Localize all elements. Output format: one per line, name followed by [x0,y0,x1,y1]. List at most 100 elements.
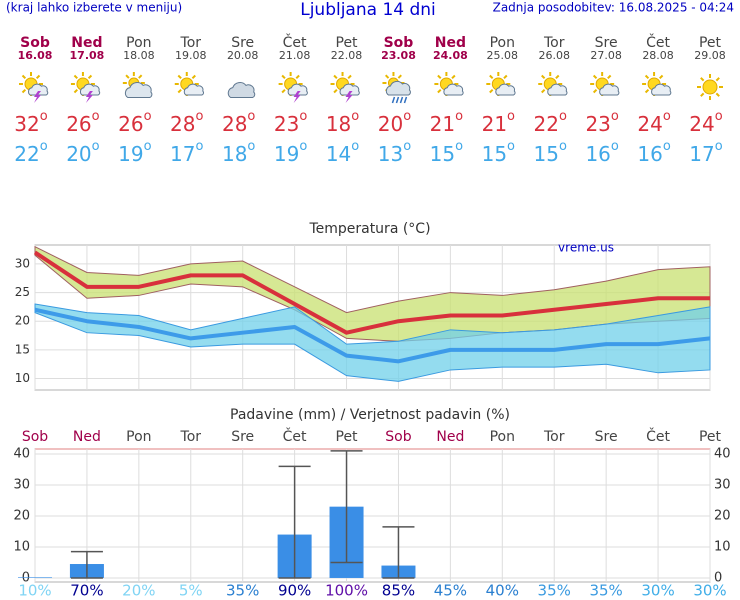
temp-value: 24 [689,112,714,136]
temp-unit: o [403,139,411,154]
temp-unit: o [663,109,671,124]
x-tick-label: Pet [699,429,722,445]
spacer [0,170,740,215]
y2-tick-label: 0 [714,570,722,585]
cloud [385,80,411,96]
temp-unit: o [92,139,100,154]
temp-value: 23 [585,112,610,136]
temp-unit: o [351,109,359,124]
day-name: Sob [384,35,414,51]
sun-ray [451,74,456,80]
temp-value: 20 [66,142,91,166]
temp-unit: o [299,139,307,154]
temp-max: 23o [585,109,618,136]
temp-unit: o [299,109,307,124]
y-tick-label: 20 [15,314,30,328]
day-date: 17.08 [70,49,105,62]
probability-label: 35% [226,582,259,600]
day-date: 23.08 [381,49,416,62]
cloud [227,82,256,98]
y-tick-label: 30 [13,477,30,492]
temp-unit: o [507,139,515,154]
day-name: Sre [231,35,254,51]
x-tick-label: Čet [646,427,670,445]
sun [702,79,718,95]
temp-max: 21o [430,109,463,136]
weather-icon [330,72,360,103]
temp-min: 17o [170,139,203,166]
sun-ray [333,88,338,94]
x-tick-label: Ned [436,429,464,445]
temp-value: 13 [378,142,403,166]
temp-max: 20o [378,109,411,136]
day-name: Sob [20,35,50,51]
temp-unit: o [611,139,619,154]
temp-value: 16 [637,142,662,166]
temp-min: 20o [66,139,99,166]
temp-value: 21 [482,112,507,136]
weather-icon [642,72,672,96]
temp-unit: o [144,109,152,124]
sun-ray [644,74,650,80]
sun-ray [21,88,27,94]
day-name: Ned [435,35,466,51]
temp-value: 28 [170,112,195,136]
y-tick-label: 10 [13,539,30,554]
temp-value: 22 [534,112,559,136]
temp-min: 15o [534,139,567,166]
x-tick-label: Sre [595,429,618,445]
sun-ray [555,74,560,80]
sun-ray [541,74,546,80]
sun-ray [659,74,664,80]
weather-icon [697,74,723,100]
temp-value: 18 [326,112,351,136]
temp-min: 15o [482,139,515,166]
day-name: Pon [126,35,151,51]
probability-label: 10% [18,582,51,600]
cloud [28,83,49,96]
sun-ray [437,88,442,94]
sun-ray [281,88,286,94]
y2-tick-label: 40 [714,446,731,461]
weather-icon [434,72,464,96]
menu-note: (kraj lahko izberete v meniju) [6,1,182,15]
temp-max: 21o [482,109,515,136]
temp-min: 14o [326,139,359,166]
x-tick-label: Tor [543,429,565,445]
sun-ray [592,88,598,94]
sun-ray [35,74,41,80]
sun-ray [715,77,720,82]
sun-ray [281,74,286,80]
temp-max: 28o [170,109,203,136]
day-date: 27.08 [590,49,622,62]
day-date: 25.08 [487,49,519,62]
cloud [79,83,101,96]
watermark: vreme.us [558,241,614,255]
rain-drop [399,96,404,104]
day-date: 24.08 [433,49,468,62]
range-band [34,303,711,382]
precip-bar [18,577,52,578]
temp-value: 17 [170,142,195,166]
temp-unit: o [559,139,567,154]
day-date: 16.08 [18,49,53,62]
lightning [34,91,41,103]
day-date: 21.08 [279,49,311,62]
sun-ray [397,74,402,79]
temp-value: 21 [430,112,455,136]
probability-label: 45% [434,582,467,600]
temp-max: 18o [326,109,359,136]
sun-ray [503,74,508,80]
temp-max: 28o [222,109,255,136]
rain-drop [391,96,396,104]
y-tick-label: 20 [13,508,30,523]
y-tick-label: 40 [13,446,30,461]
lightning [293,91,301,103]
temp-unit: o [92,109,100,124]
y-tick-label: 15 [15,342,30,356]
sun-ray [607,74,612,80]
temp-value: 26 [118,112,143,136]
day-date: 18.08 [123,49,155,62]
temp-value: 16 [585,142,610,166]
